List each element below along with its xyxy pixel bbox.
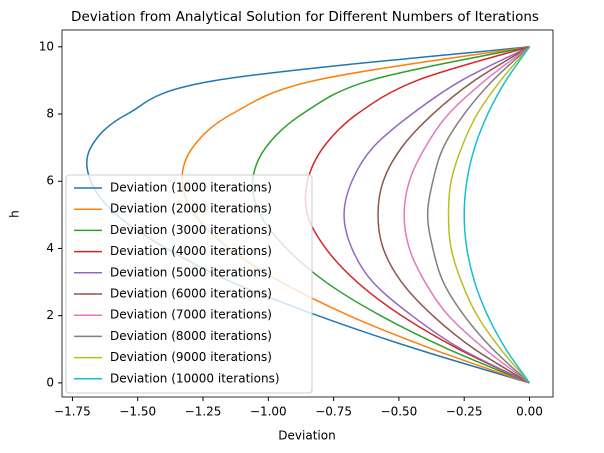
legend-label: Deviation (2000 iterations): [110, 202, 272, 216]
legend: Deviation (1000 iterations) Deviation (20…: [65, 174, 313, 394]
y-tick-label: 2: [46, 308, 54, 322]
legend-label: Deviation (9000 iterations): [110, 350, 272, 364]
legend-label: Deviation (3000 iterations): [110, 223, 272, 237]
legend-label: Deviation (7000 iterations): [110, 308, 272, 322]
legend-label: Deviation (8000 iterations): [110, 329, 272, 343]
series-line: [447, 46, 531, 384]
x-tick-label: −1.50: [119, 405, 156, 419]
x-axis-label: Deviation: [278, 429, 335, 443]
x-tick-label: 0.00: [516, 405, 543, 419]
chart-title: Deviation from Analytical Solution for D…: [71, 9, 539, 25]
legend-label: Deviation (4000 iterations): [110, 244, 272, 258]
legend-label: Deviation (10000 iterations): [110, 371, 280, 385]
series-line: [343, 46, 530, 384]
series-line: [377, 46, 530, 384]
y-tick-label: 8: [46, 107, 54, 121]
series-line: [403, 46, 530, 384]
x-tick-label: −1.75: [54, 405, 91, 419]
y-axis-label: h: [8, 210, 22, 218]
x-tick-label: −1.00: [250, 405, 287, 419]
legend-label: Deviation (6000 iterations): [110, 287, 272, 301]
y-tick-label: 6: [46, 174, 54, 188]
y-tick-label: 4: [46, 241, 54, 255]
y-tick-label: 10: [39, 39, 54, 53]
legend-box: [65, 174, 313, 394]
x-tick-label: −1.25: [185, 405, 222, 419]
y-tick-label: 0: [46, 375, 54, 389]
series-line: [426, 46, 531, 384]
plot-frame: [61, 29, 554, 398]
x-tick-label: −0.75: [315, 405, 352, 419]
legend-label: Deviation (1000 iterations): [110, 181, 272, 195]
legend-label: Deviation (5000 iterations): [110, 265, 272, 279]
series-line: [463, 46, 531, 384]
x-tick-label: −0.50: [381, 405, 418, 419]
x-tick-label: −0.25: [446, 405, 483, 419]
